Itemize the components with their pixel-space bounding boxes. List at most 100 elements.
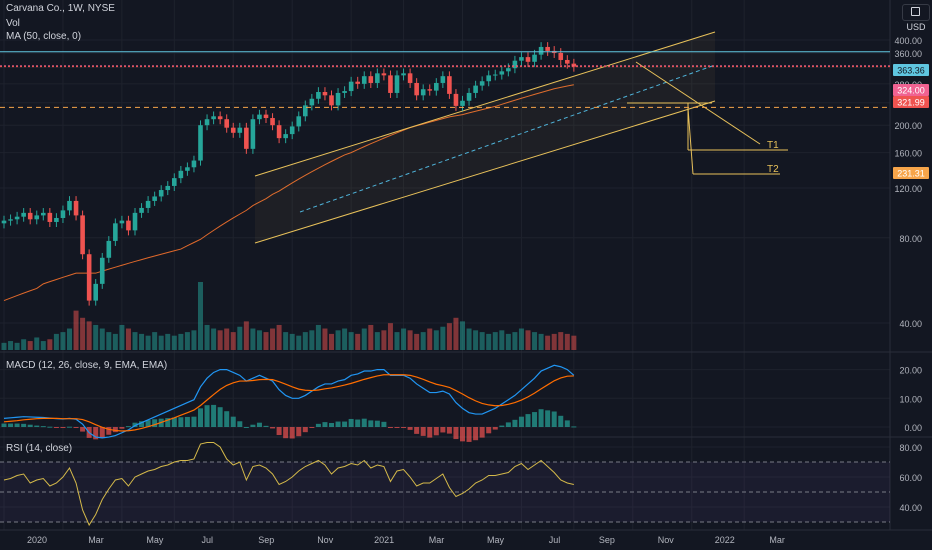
candle-body — [152, 196, 157, 201]
candle-body — [571, 63, 577, 67]
candle-body — [565, 59, 570, 64]
volume-bar — [158, 335, 164, 350]
ma-legend[interactable]: MA (50, close, 0) — [6, 31, 82, 42]
volume-bar — [551, 333, 557, 350]
time-tick-label: Nov — [317, 535, 334, 545]
price-axis: 40.0080.00120.00160.00200.00240.00280.00… — [893, 36, 929, 513]
candle-body — [54, 217, 59, 222]
volume-bar — [224, 328, 230, 350]
volume-bar — [217, 330, 223, 350]
t2-label: T2 — [767, 164, 779, 175]
macd-histogram-bar — [132, 422, 138, 427]
macd-histogram-bar — [505, 422, 511, 427]
macd-histogram-bar — [361, 418, 367, 427]
volume-bar — [381, 330, 387, 350]
candle-body — [172, 178, 177, 186]
candle-body — [545, 46, 550, 51]
macd-histogram-bar — [302, 427, 308, 433]
volume-bar — [329, 333, 334, 350]
macd-histogram-bar — [73, 427, 79, 428]
volume-bar — [93, 324, 99, 350]
candle-body — [440, 76, 446, 83]
volume-bar — [34, 337, 40, 350]
rsi-line — [3, 442, 574, 527]
volume-bar — [8, 341, 14, 350]
macd-histogram-bar — [466, 427, 472, 442]
macd-histogram-bar — [335, 421, 341, 427]
macd-histogram-bar — [276, 427, 282, 436]
volume-bar — [191, 330, 197, 350]
candle-body — [453, 93, 459, 106]
candle-body — [178, 170, 184, 179]
candle-body — [322, 92, 328, 96]
candle-body — [479, 81, 485, 86]
macd-histogram-bar — [263, 425, 269, 427]
macd-histogram-bar — [558, 415, 564, 427]
volume-bar — [14, 342, 20, 350]
volume-bar — [152, 332, 158, 350]
volume-bar — [309, 330, 315, 350]
price-label: 363.36 — [897, 66, 925, 76]
macd-legend[interactable]: MACD (12, 26, close, 9, EMA, EMA) — [6, 360, 168, 371]
time-tick-label: Jul — [549, 535, 561, 545]
time-tick-label: Sep — [258, 535, 274, 545]
candle-body — [434, 82, 439, 91]
price-tick-label: 40.00 — [899, 319, 922, 329]
volume-bar — [486, 333, 492, 350]
macd-histogram-bar — [60, 427, 66, 428]
candle-body — [492, 74, 498, 76]
signal-line — [3, 374, 574, 432]
volume-bar — [394, 332, 400, 350]
volume-bar — [473, 330, 479, 350]
candle-body — [316, 92, 321, 99]
candle-body — [486, 75, 491, 82]
candle-body — [427, 89, 433, 91]
volume-bar — [250, 328, 256, 350]
volume-bar — [414, 333, 420, 350]
candle-body — [211, 116, 216, 120]
volume-bar — [86, 321, 92, 350]
volume-bar — [132, 332, 138, 350]
symbol-title[interactable]: Carvana Co., 1W, NYSE — [6, 3, 115, 14]
volume-bar — [315, 324, 321, 350]
macd-histogram-bar — [256, 422, 262, 427]
currency-button[interactable]: USD — [902, 4, 930, 32]
candle-body — [185, 167, 190, 171]
macd-histogram-bar — [387, 427, 393, 428]
volume-bar — [335, 330, 341, 350]
volume-bar — [466, 328, 472, 350]
channel-drawings: T1 T2 — [254, 31, 788, 244]
macd-histogram-bar — [125, 426, 131, 428]
price-label-box — [893, 64, 929, 76]
volume-bar — [322, 328, 328, 350]
candle-body — [335, 92, 341, 106]
candle-body — [191, 160, 197, 168]
volume-bar — [237, 326, 243, 350]
macd-histogram-bar — [551, 411, 557, 427]
candle-body — [532, 54, 537, 62]
macd-histogram-bar — [34, 425, 40, 427]
volume-bar — [532, 332, 538, 350]
candle-body — [204, 119, 210, 126]
rsi-legend[interactable]: RSI (14, close) — [6, 443, 73, 454]
candle-body — [224, 119, 229, 128]
ma-line — [3, 84, 574, 302]
time-tick-label: Sep — [599, 535, 615, 545]
macd-histogram-bar — [374, 420, 380, 427]
volume-bar — [296, 335, 302, 350]
time-tick-label: Mar — [769, 535, 785, 545]
macd-histogram-bar — [492, 427, 498, 430]
volume-bar — [60, 332, 66, 350]
candle-body — [86, 254, 92, 301]
volume-bar — [256, 330, 262, 350]
macd-tick-label: 0.00 — [904, 423, 922, 433]
volume-bar — [67, 328, 72, 350]
vol-legend[interactable]: Vol — [6, 18, 20, 29]
candle-body — [401, 73, 406, 76]
candle-body — [113, 223, 118, 241]
horizontal-lines — [0, 51, 890, 108]
volume-bar — [571, 335, 577, 350]
volume-bar — [1, 342, 7, 350]
price-label: 324.00 — [897, 86, 925, 96]
